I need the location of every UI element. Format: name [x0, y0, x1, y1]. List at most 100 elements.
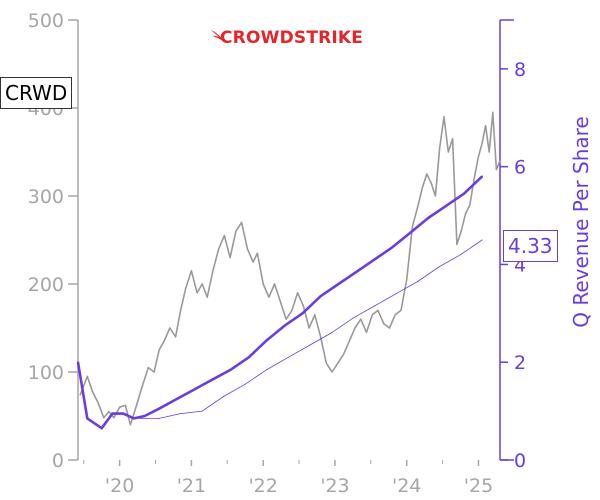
- price-point: [430, 182, 432, 184]
- price-point: [348, 340, 350, 342]
- price-point: [180, 309, 182, 311]
- revenue-point: [111, 412, 114, 415]
- revenue-point: [158, 407, 161, 410]
- revenue-point: [176, 397, 179, 400]
- price-point: [86, 375, 88, 377]
- y-left-tick-label: 500: [28, 10, 64, 32]
- price-point: [140, 389, 142, 391]
- price-point: [383, 323, 385, 325]
- last-value-label: 4.33: [503, 230, 558, 262]
- price-point: [185, 287, 187, 289]
- revenue-point: [193, 388, 196, 391]
- revenue-point: [122, 412, 125, 415]
- price-point: [279, 301, 281, 303]
- price-point: [456, 243, 458, 245]
- price-point: [464, 213, 467, 215]
- price-point: [417, 204, 419, 206]
- price-point: [421, 186, 424, 188]
- price-point: [481, 142, 483, 144]
- price-point: [268, 296, 270, 298]
- price-point: [331, 371, 333, 373]
- price-point: [252, 261, 254, 263]
- price-point: [460, 230, 462, 232]
- y-right-tick-label: 0: [514, 450, 526, 472]
- price-point: [297, 292, 299, 294]
- y-left-tick-label: 300: [28, 186, 64, 208]
- price-point: [434, 195, 437, 197]
- price-point: [302, 305, 304, 307]
- price-point: [147, 367, 149, 369]
- revenue-point: [481, 175, 484, 178]
- revenue-trend-point: [244, 383, 246, 385]
- revenue-point: [265, 339, 268, 342]
- revenue-point: [283, 324, 286, 327]
- y-right-tick-label: 8: [514, 59, 526, 81]
- price-point: [495, 169, 498, 171]
- x-tick-label: '22: [248, 475, 277, 497]
- price-point: [163, 340, 165, 342]
- price-point: [469, 204, 471, 206]
- revenue-trend-point: [180, 413, 182, 415]
- price-point: [119, 406, 121, 408]
- revenue-point: [77, 361, 79, 364]
- revenue-point: [143, 415, 146, 417]
- price-point: [108, 411, 110, 413]
- price-point: [411, 226, 414, 228]
- price-point: [443, 116, 445, 118]
- revenue-trend-point: [460, 254, 462, 256]
- price-point: [360, 318, 362, 320]
- revenue-trend-point: [223, 395, 225, 397]
- revenue-trend-line: [134, 239, 483, 419]
- price-point: [285, 318, 287, 320]
- price-point: [129, 424, 131, 426]
- price-point: [103, 417, 105, 419]
- price-point: [319, 336, 322, 338]
- price-point: [439, 147, 441, 149]
- price-point: [394, 314, 396, 316]
- revenue-point: [409, 231, 412, 234]
- price-point: [97, 402, 99, 404]
- ticker-label: CRWD: [0, 77, 73, 109]
- revenue-trend-point: [395, 293, 397, 295]
- revenue-trend-point: [287, 356, 289, 358]
- price-point: [91, 390, 93, 392]
- price-point: [365, 331, 368, 333]
- price-point: [218, 248, 220, 250]
- price-point: [499, 160, 501, 162]
- revenue-trend-point: [158, 417, 160, 419]
- revenue-point: [211, 378, 214, 381]
- revenue-trend-point: [330, 332, 332, 334]
- y-right-tick-label: 6: [514, 157, 526, 179]
- price-point: [447, 151, 449, 153]
- price-point: [206, 296, 208, 298]
- price-point: [113, 417, 115, 419]
- price-point: [274, 283, 276, 285]
- price-point: [485, 125, 487, 127]
- price-point: [212, 270, 214, 272]
- price-point: [169, 327, 171, 329]
- price-point: [291, 309, 293, 311]
- price-point: [124, 404, 126, 407]
- price-point: [406, 279, 408, 281]
- price-point: [337, 362, 339, 364]
- revenue-trend-point: [266, 369, 268, 371]
- y-left-tick-label: 200: [28, 274, 64, 296]
- price-point: [262, 283, 264, 285]
- price-point: [158, 349, 160, 351]
- price-point: [175, 336, 177, 338]
- x-tick-label: '24: [392, 475, 421, 497]
- price-point: [452, 138, 454, 140]
- price-point: [388, 327, 391, 329]
- price-point: [79, 394, 81, 396]
- revenue-point: [229, 368, 232, 371]
- price-point: [241, 221, 243, 223]
- price-point: [196, 292, 198, 294]
- price-point: [153, 371, 155, 373]
- revenue-trend-point: [481, 239, 483, 241]
- price-point: [342, 353, 345, 355]
- price-point: [477, 155, 480, 157]
- brand-logo: CROWDSTRIKE: [210, 28, 363, 48]
- price-point: [246, 248, 248, 250]
- x-tick-label: '25: [464, 475, 493, 497]
- x-tick-label: '20: [105, 475, 134, 497]
